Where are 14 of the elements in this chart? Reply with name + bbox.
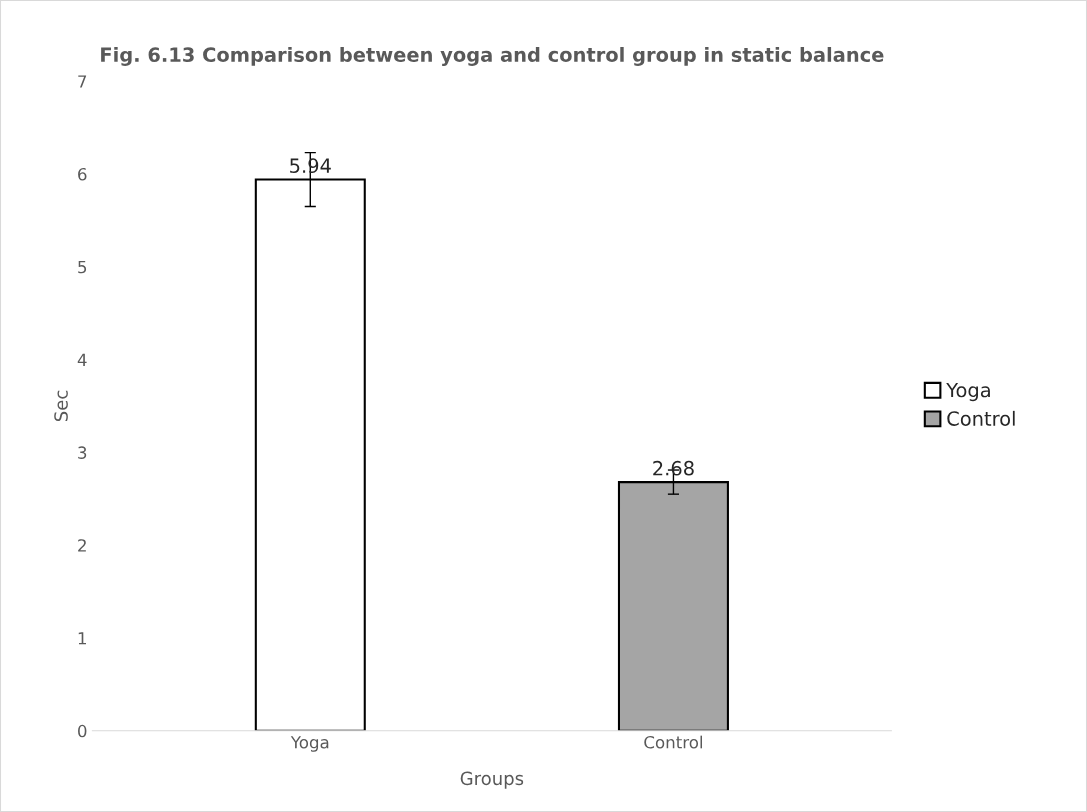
y-tick-label: 0	[78, 724, 87, 738]
y-tick-label: 2	[78, 539, 86, 552]
legend-label: Yoga	[946, 382, 990, 402]
legend-label: Control	[947, 410, 1015, 426]
y-tick-label: 4	[77, 353, 87, 366]
x-axis-title: Groups	[460, 771, 524, 789]
y-tick-label: 5	[78, 260, 87, 274]
chart-title: Fig. 6.13 Comparison between yoga and control group in static balance	[101, 46, 884, 66]
y-axis-title: Sec	[54, 390, 68, 422]
y-tick-label: 3	[78, 446, 87, 459]
y-tick-label: 7	[78, 75, 87, 88]
y-tick-label: 1	[78, 632, 86, 645]
data-label: 2.68	[653, 460, 694, 476]
y-tick-label: 6	[78, 167, 87, 181]
